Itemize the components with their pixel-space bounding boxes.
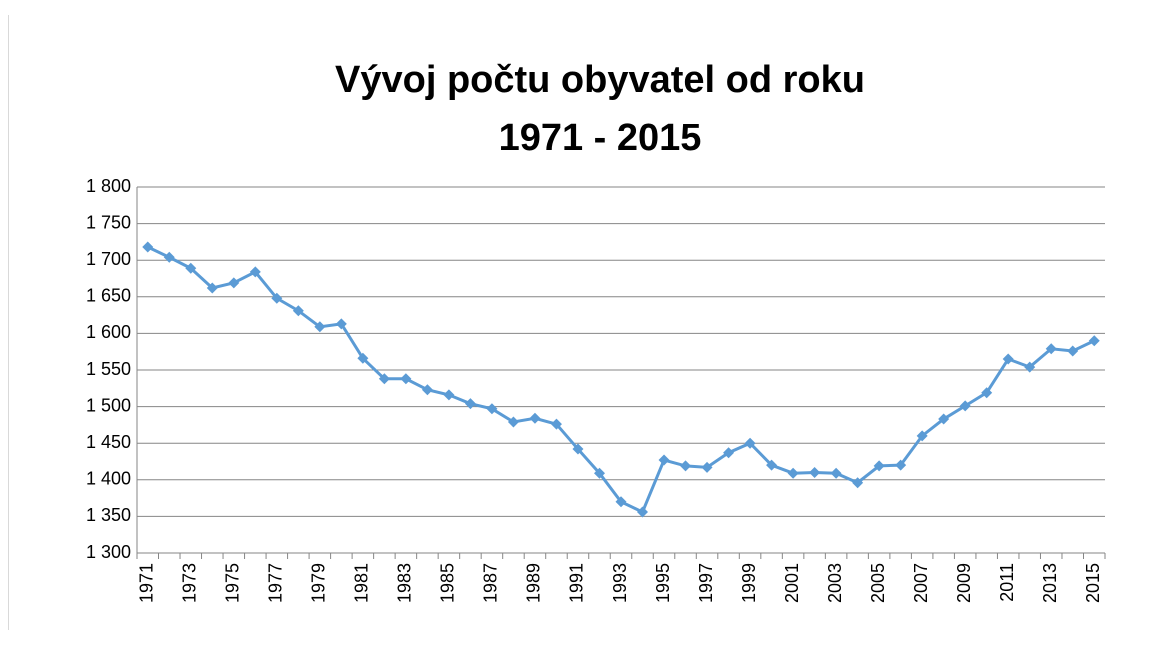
y-tick-label: 1 700: [86, 249, 131, 269]
x-tick-label: 1987: [481, 563, 501, 603]
marker: [357, 352, 369, 364]
marker: [1002, 353, 1014, 365]
marker: [830, 467, 842, 479]
marker: [615, 496, 627, 508]
x-tick-label: 1999: [739, 563, 759, 603]
marker: [1024, 361, 1036, 373]
marker: [981, 387, 993, 399]
marker: [680, 460, 692, 472]
marker: [959, 400, 971, 412]
x-tick-label: 2003: [825, 563, 845, 603]
marker: [228, 277, 240, 289]
marker: [314, 321, 326, 333]
marker: [163, 251, 175, 263]
y-tick-label: 1 550: [86, 359, 131, 379]
marker: [787, 467, 799, 479]
marker: [938, 413, 950, 425]
marker: [593, 467, 605, 479]
marker: [271, 292, 283, 304]
x-tick-label: 1981: [352, 563, 372, 603]
x-tick-label: 1975: [223, 563, 243, 603]
marker: [723, 447, 735, 459]
x-tick-label: 2011: [997, 563, 1017, 602]
marker: [421, 384, 433, 396]
marker: [1045, 343, 1057, 355]
marker: [873, 460, 885, 472]
y-tick-label: 1 400: [86, 469, 131, 489]
marker: [185, 262, 197, 274]
marker: [142, 241, 154, 253]
marker: [658, 454, 670, 466]
x-tick-label: 1973: [180, 563, 200, 603]
y-tick-label: 1 800: [86, 176, 131, 196]
x-tick-label: 1991: [567, 563, 587, 603]
marker: [400, 373, 412, 385]
y-tick-label: 1 750: [86, 212, 131, 232]
marker: [507, 416, 519, 428]
y-tick-label: 1 300: [86, 542, 131, 562]
marker: [895, 459, 907, 471]
x-tick-label: 1983: [395, 563, 415, 603]
marker: [1067, 345, 1079, 357]
y-tick-label: 1 350: [86, 505, 131, 525]
x-tick-label: 1971: [137, 563, 157, 603]
marker: [916, 430, 928, 442]
marker: [852, 477, 864, 489]
x-tick-label: 1997: [696, 563, 716, 603]
marker: [637, 506, 649, 518]
y-tick-label: 1 600: [86, 322, 131, 342]
chart-title: 1971 - 2015: [499, 117, 702, 159]
y-tick-label: 1 450: [86, 432, 131, 452]
marker: [464, 398, 476, 410]
marker: [744, 437, 756, 449]
marker: [443, 389, 455, 401]
x-tick-label: 1977: [266, 563, 286, 603]
x-tick-label: 1995: [653, 563, 673, 603]
marker: [249, 266, 261, 278]
marker: [206, 282, 218, 294]
marker: [572, 443, 584, 455]
marker: [766, 459, 778, 471]
marker: [550, 418, 562, 430]
x-tick-label: 2013: [1040, 563, 1060, 603]
y-tick-label: 1 500: [86, 395, 131, 415]
chart-title: Vývoj počtu obyvatel od roku: [335, 59, 865, 101]
series-line: [147, 245, 1095, 515]
x-tick-label: 1979: [309, 563, 329, 603]
marker: [292, 305, 304, 317]
x-tick-label: 2001: [782, 563, 802, 603]
x-tick-label: 1989: [524, 563, 544, 603]
marker: [486, 403, 498, 415]
x-tick-label: 1985: [438, 563, 458, 603]
marker: [378, 373, 390, 385]
x-tick-label: 2009: [954, 563, 974, 603]
x-tick-label: 2005: [868, 563, 888, 603]
marker: [701, 461, 713, 473]
marker: [335, 318, 347, 330]
marker: [809, 466, 821, 478]
marker: [1088, 335, 1100, 347]
x-tick-label: 2007: [911, 563, 931, 603]
y-tick-label: 1 650: [86, 286, 131, 306]
x-tick-label: 2015: [1083, 563, 1103, 603]
x-tick-label: 1993: [610, 563, 630, 603]
marker: [529, 412, 541, 424]
